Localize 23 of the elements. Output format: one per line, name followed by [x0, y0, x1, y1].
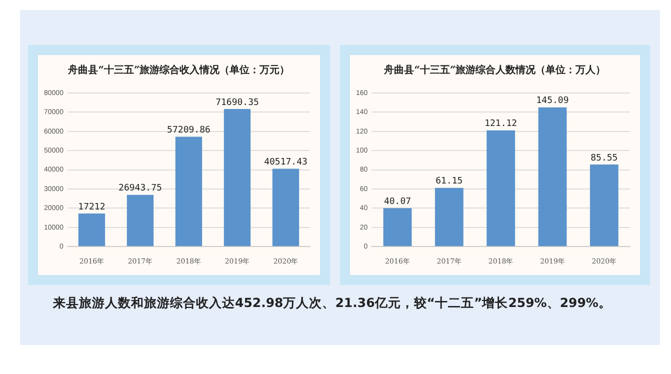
bar: [126, 194, 154, 246]
data-label: 40.07: [384, 196, 412, 207]
data-label: 57209.86: [167, 126, 210, 136]
bar: [590, 164, 618, 246]
bar: [272, 168, 300, 246]
data-label: 145.09: [536, 96, 569, 106]
data-label: 61.15: [436, 176, 463, 187]
data-label: 26943.75: [118, 184, 162, 194]
bar: [224, 108, 251, 246]
bar: [538, 107, 567, 246]
bar: [78, 214, 106, 246]
data-label: 40517.43: [264, 158, 308, 168]
data-label: 17212: [78, 202, 106, 212]
text: 来县旅游人数和旅游综合收入达452.98万人次、21.36亿元，较“十二五”增长259%、299%。: [52, 294, 612, 312]
data-label: 71690.35: [216, 98, 259, 108]
data-label: 121.12: [484, 119, 518, 130]
chart-title: 舟曲县“十三五”旅游综合人数情况（单位：万人）: [383, 63, 607, 77]
chart-title: 舟曲县“十三五”旅游综合收入情况（单位：万元）: [67, 63, 291, 77]
bar: [383, 208, 412, 246]
bar: [175, 136, 202, 246]
data-label: 85.55: [590, 153, 618, 164]
bar: [434, 188, 464, 246]
bar: [486, 130, 516, 246]
